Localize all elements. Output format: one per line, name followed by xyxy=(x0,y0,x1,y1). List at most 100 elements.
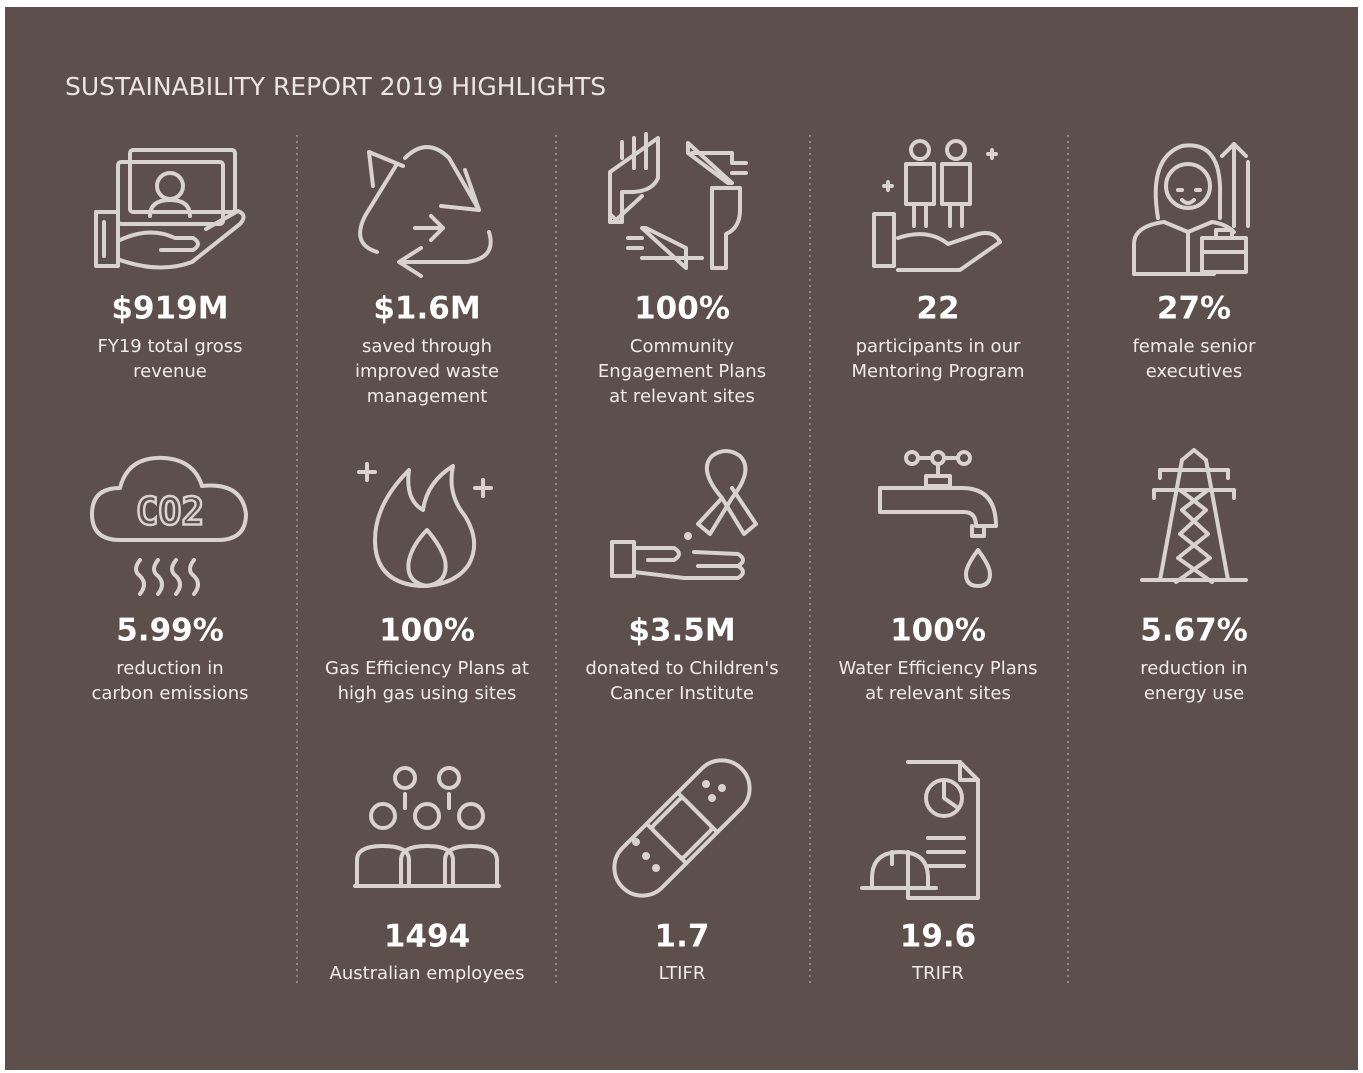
stat-label: Gas Efficiency Plans at xyxy=(325,658,529,679)
icon-stroke xyxy=(128,148,237,214)
stat-label: at relevant sites xyxy=(609,386,755,407)
stat-value: 100% xyxy=(890,613,986,649)
icon-stroke xyxy=(696,449,748,536)
icon-stroke xyxy=(1153,143,1223,220)
icon-stroke xyxy=(686,141,748,185)
icon xyxy=(94,148,246,270)
icon xyxy=(90,455,248,596)
icon-stroke xyxy=(90,455,248,542)
icon-stroke xyxy=(118,209,246,270)
icon-stroke xyxy=(720,486,758,536)
icon xyxy=(358,145,493,278)
icon-stroke xyxy=(357,462,493,498)
icon-stroke xyxy=(1152,448,1236,582)
icon-stroke xyxy=(890,850,910,866)
icon-stroke xyxy=(610,540,636,578)
stat-label: management xyxy=(367,386,488,407)
icon-stroke xyxy=(626,226,704,270)
stat-label: saved through xyxy=(362,336,492,357)
icon xyxy=(872,139,1002,272)
stat-value: $1.6M xyxy=(373,291,480,327)
icon-stroke xyxy=(610,194,644,222)
icon-stroke xyxy=(413,214,445,242)
icon-stroke xyxy=(1174,488,1214,584)
icon-stroke xyxy=(403,792,451,810)
icon-stroke xyxy=(397,246,423,278)
stat-label: Engagement Plans xyxy=(598,361,766,382)
icon-stroke xyxy=(882,148,998,192)
icon-stroke xyxy=(718,784,726,792)
stat-label: at relevant sites xyxy=(865,683,1011,704)
stat-label: executives xyxy=(1146,361,1242,382)
stat-label: FY19 total gross xyxy=(97,336,242,357)
icon xyxy=(878,450,998,588)
icon-stroke xyxy=(118,230,200,252)
stat-label: donated to Children's xyxy=(585,658,778,679)
stat-label: Mentoring Program xyxy=(852,361,1025,382)
stat-label: reduction in xyxy=(1140,658,1247,679)
stat-label: TRIFR xyxy=(911,963,964,984)
icon-stroke xyxy=(612,758,752,898)
stat-value: 1.7 xyxy=(655,919,710,955)
icon-stroke xyxy=(872,212,896,268)
stat-value: 5.99% xyxy=(116,613,224,649)
icon-stroke xyxy=(945,139,967,161)
icon-stroke xyxy=(909,139,931,161)
icon-stroke xyxy=(406,528,448,588)
stat-label: reduction in xyxy=(116,658,223,679)
stat-label: LTIFR xyxy=(659,963,706,984)
icon xyxy=(353,766,501,888)
icon-stroke xyxy=(942,778,960,810)
icon-stroke xyxy=(964,548,992,588)
stat-label: Community xyxy=(630,336,735,357)
icon-stroke xyxy=(148,198,192,218)
icon-stroke xyxy=(860,850,938,890)
icon-stroke xyxy=(1220,142,1250,228)
icon-stroke xyxy=(906,760,980,900)
icon-stroke xyxy=(1200,228,1248,254)
icon xyxy=(357,462,493,588)
icon-stroke xyxy=(367,150,405,188)
icon-stroke xyxy=(1140,468,1248,582)
icon-stroke xyxy=(1164,162,1212,210)
stat-value: 1494 xyxy=(384,919,470,955)
icon-stroke xyxy=(970,524,986,538)
stat-value: 27% xyxy=(1157,291,1231,327)
stat-label: Cancer Institute xyxy=(610,683,754,704)
icon-stroke xyxy=(457,802,485,830)
icon-stroke xyxy=(353,844,501,888)
stat-value: 19.6 xyxy=(900,919,977,955)
stat-value: 100% xyxy=(379,613,475,649)
icon-stroke xyxy=(684,532,692,540)
icon-stroke xyxy=(642,852,650,860)
stat-label: female senior xyxy=(1132,336,1256,357)
icon-stroke xyxy=(926,836,966,868)
icon-stroke xyxy=(612,758,752,898)
stat-label: energy use xyxy=(1144,683,1244,704)
icon-stroke xyxy=(652,864,660,872)
icon-text: CO2 xyxy=(136,490,205,534)
icon-stroke xyxy=(958,760,980,782)
icon xyxy=(1140,448,1248,584)
icon-stroke xyxy=(413,802,441,830)
stat-value: $919M xyxy=(111,291,228,327)
stat-label: carbon emissions xyxy=(91,683,248,704)
stat-label: high gas using sites xyxy=(338,683,517,704)
icon-stroke xyxy=(116,160,225,226)
icon-stroke xyxy=(1132,220,1236,276)
icon xyxy=(608,132,748,270)
title: SUSTAINABILITY REPORT 2019 HIGHLIGHTS xyxy=(65,72,606,101)
icon xyxy=(612,758,752,898)
icon-stroke xyxy=(912,202,964,228)
icon-stroke xyxy=(1176,188,1202,205)
icon-stroke xyxy=(437,766,461,790)
icon-stroke xyxy=(393,766,417,790)
stat-label: participants in our xyxy=(856,336,1021,357)
icon-stroke xyxy=(708,794,716,802)
icon-stroke xyxy=(134,558,200,596)
stat-label: Water Efficiency Plans xyxy=(838,658,1037,679)
icon-stroke xyxy=(439,168,481,212)
icon-stroke xyxy=(403,230,493,264)
stat-value: 22 xyxy=(916,291,959,327)
